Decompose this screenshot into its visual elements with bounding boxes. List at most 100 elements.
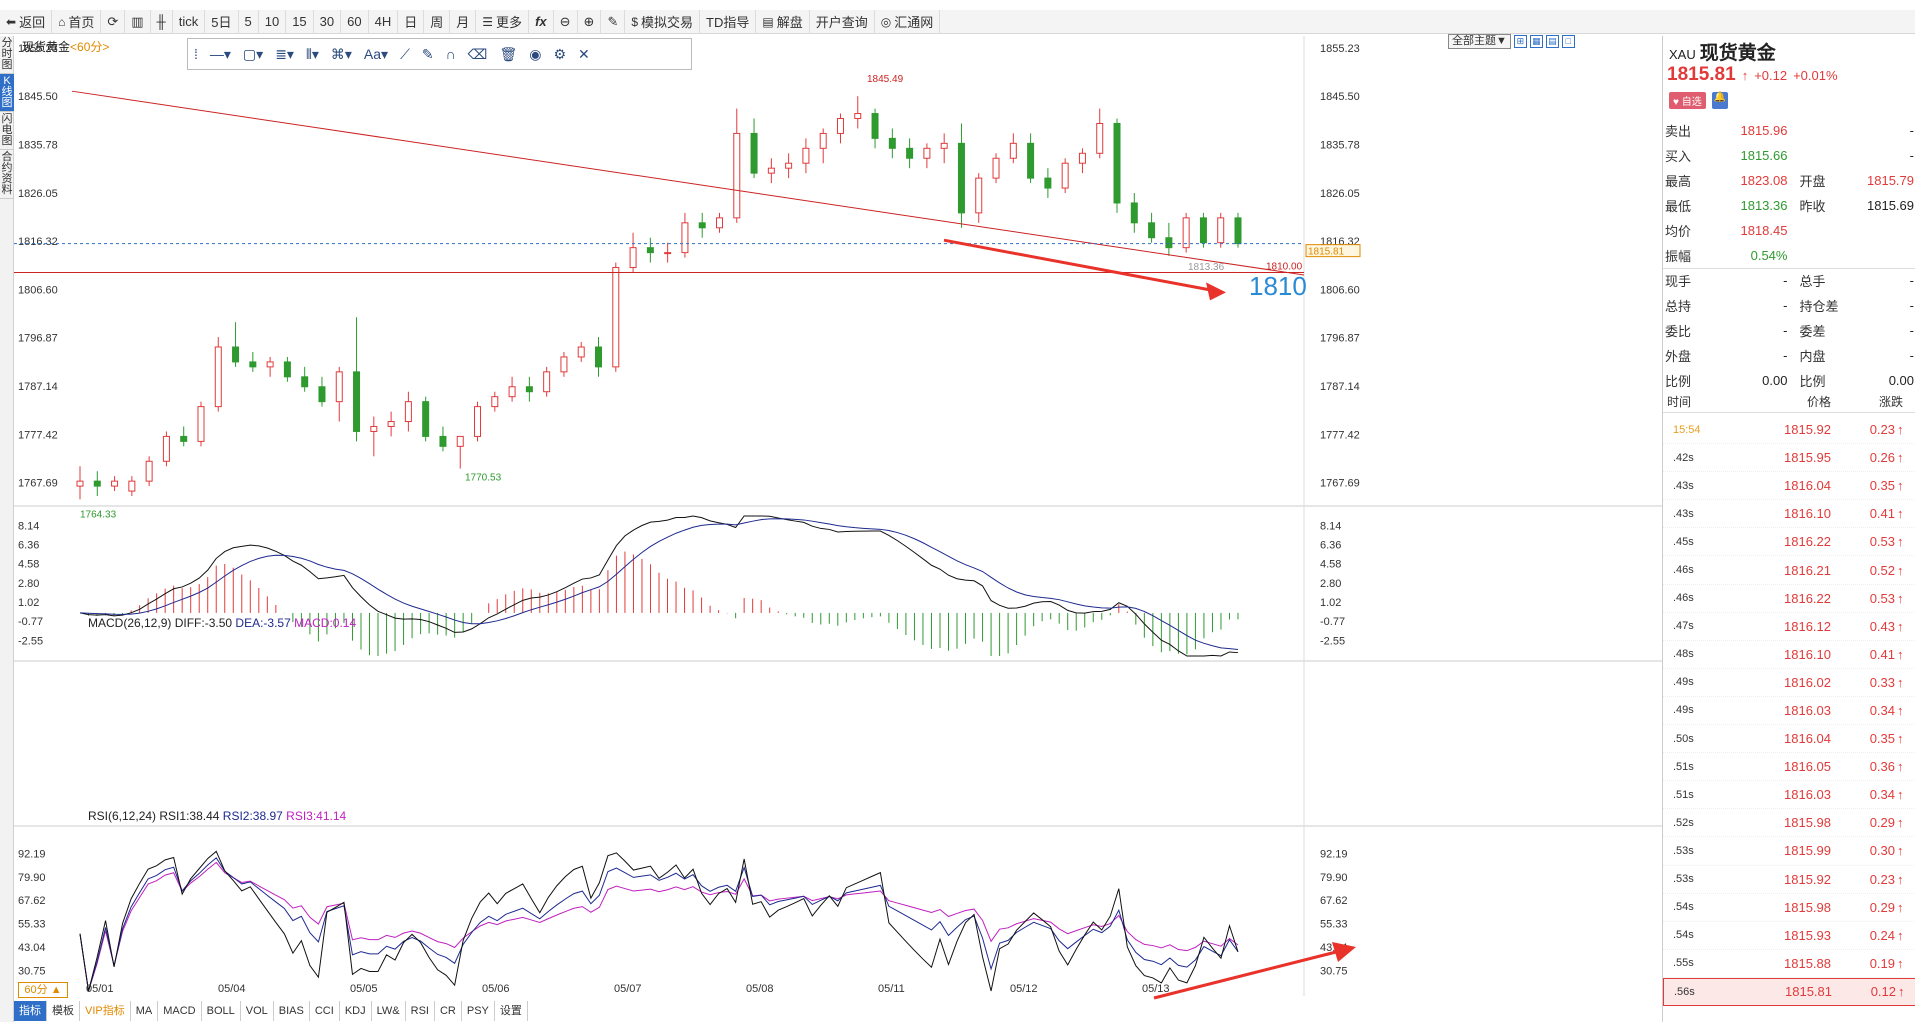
price-axis-label-right: 1777.42 <box>1320 429 1360 441</box>
tab-indicator[interactable]: 指标 <box>14 1001 47 1021</box>
tab-template[interactable]: 模板 <box>47 1001 80 1021</box>
tick-price: 1816.03 <box>1784 702 1831 718</box>
quote-panel: XAU 现货黄金 1815.81 ↑ +0.12 +0.01% ♥ 自选 🔔 卖出… <box>1662 36 1915 1022</box>
period-4h[interactable]: 4H <box>369 9 399 34</box>
eraser-icon[interactable]: ⌫ <box>467 45 488 62</box>
period-10min[interactable]: 10 <box>259 9 287 34</box>
back-button[interactable]: ⬅ 返回 <box>0 9 53 34</box>
chart-area[interactable]: 1855.23 1855.23 1845.50 1845.50 1835.78 1835.… <box>14 36 1662 1000</box>
tab-cr[interactable]: CR <box>435 1001 462 1021</box>
tab-boll[interactable]: BOLL <box>202 1001 241 1021</box>
rect-tool-icon[interactable]: ▢▾ <box>242 45 264 62</box>
rsi-axis-label-left: 30.75 <box>18 966 46 978</box>
home-button[interactable]: ⌂ 首页 <box>52 9 102 34</box>
eye-icon[interactable]: ◉ <box>529 45 542 62</box>
alert-bell-icon[interactable]: 🔔 <box>1711 92 1728 109</box>
tab-rsi[interactable]: RSI <box>406 1001 435 1021</box>
up-arrow-icon: ↑ <box>1897 731 1904 747</box>
settings-gear-icon[interactable]: ⚙ <box>553 45 567 62</box>
text-tool-icon[interactable]: Aa▾ <box>363 45 389 62</box>
drag-handle-icon[interactable]: ⁞ <box>194 46 198 62</box>
tick-price: 1815.98 <box>1784 815 1831 831</box>
tab-ma[interactable]: MA <box>131 1001 159 1021</box>
up-arrow-icon: ↑ <box>1897 478 1904 494</box>
rsi-axis-label-left: 92.19 <box>18 848 46 860</box>
quote-value: - <box>1783 298 1788 313</box>
line-tool-icon[interactable]: —▾ <box>209 45 231 62</box>
period-tick[interactable]: tick <box>173 9 206 34</box>
date-axis-label: 05/11 <box>878 983 905 995</box>
add-favorite-button[interactable]: ♥ 自选 <box>1669 92 1706 109</box>
zoom-out-button[interactable]: ⊖ <box>554 9 578 34</box>
candle-body <box>750 132 758 174</box>
layout-list-icon[interactable]: ▤ <box>1545 35 1559 48</box>
period-5day[interactable]: 5日 <box>205 9 239 34</box>
date-axis-label: 05/01 <box>86 983 114 995</box>
candle-body <box>1199 217 1207 244</box>
tab-vol[interactable]: VOL <box>241 1001 274 1021</box>
quote-row: 委比 - 委差 - <box>1663 318 1915 343</box>
quote-label: 最低 <box>1665 199 1692 214</box>
layout-single-icon[interactable]: □ <box>1561 35 1575 48</box>
period-15min[interactable]: 15 <box>286 9 314 34</box>
trash-icon[interactable]: 🗑 <box>499 45 518 62</box>
period-month[interactable]: 月 <box>450 9 477 34</box>
tab-flash[interactable]: 闪电图 <box>0 112 14 150</box>
tab-macd[interactable]: MACD <box>158 1001 202 1021</box>
quote-value <box>1856 218 1915 243</box>
period-30min[interactable]: 30 <box>314 9 342 34</box>
layout-split-icon[interactable]: ▦ <box>1529 35 1543 48</box>
up-arrow-icon: ↑ <box>1897 815 1904 831</box>
period-week[interactable]: 周 <box>424 9 451 34</box>
draw-button[interactable]: ✎ <box>601 9 626 34</box>
kline-chart[interactable]: 1855.23 1855.23 1845.50 1845.50 1835.78 1835.… <box>14 36 1662 1000</box>
quote-label <box>1789 218 1856 243</box>
ticks-list[interactable]: 15:54 1815.92 0.23 ↑ .42s 1815.95 0.26 ↑ .43s 181… <box>1663 416 1915 1006</box>
brush-icon[interactable]: ✎ <box>421 45 434 62</box>
tab-cci[interactable]: CCI <box>310 1001 340 1021</box>
tab-settings[interactable]: 设置 <box>495 1001 528 1021</box>
price-axis-label-left: 1767.69 <box>18 478 58 490</box>
period-selector[interactable]: 60分 ▲ <box>18 982 68 998</box>
close-icon[interactable]: ✕ <box>578 45 590 62</box>
tab-timeshare[interactable]: 分时图 <box>0 36 14 74</box>
fx678-button[interactable]: ◎ 汇通网 <box>875 9 941 34</box>
zoom-in-button[interactable]: ⊕ <box>578 9 602 34</box>
analysis-button[interactable]: ▤ 解盘 <box>756 9 810 34</box>
tab-bias[interactable]: BIAS <box>274 1001 310 1021</box>
quote-value: 1818.45 <box>1740 223 1788 238</box>
tab-kdj[interactable]: KDJ <box>340 1001 372 1021</box>
sim-trade-button[interactable]: $ 模拟交易 <box>625 9 701 34</box>
quote-label: 昨收 <box>1799 199 1826 214</box>
pattern-tool-icon[interactable]: ⌘▾ <box>330 45 352 62</box>
tick-price: 1815.81 <box>1785 984 1832 1000</box>
ruler-icon[interactable]: ⟋ <box>400 45 410 62</box>
tab-vip-indicator[interactable]: VIP指标 <box>80 1001 131 1021</box>
tick-price: 1816.21 <box>1784 562 1831 578</box>
channel-tool-icon[interactable]: ⫴▾ <box>305 45 319 62</box>
period-60min[interactable]: 60 <box>341 9 369 34</box>
fib-tool-icon[interactable]: ≣▾ <box>275 45 294 62</box>
tick-change: 0.23 <box>1869 422 1895 438</box>
tab-contract-info[interactable]: 合约资料 <box>0 150 14 199</box>
period-day[interactable]: 日 <box>398 9 425 34</box>
td-guide-button[interactable]: TD指导 <box>700 9 757 34</box>
account-query-button[interactable]: 开户查询 <box>810 9 875 34</box>
period-5min[interactable]: 5 <box>239 9 259 34</box>
tab-psy[interactable]: PSY <box>462 1001 495 1021</box>
formula-button[interactable]: fx <box>529 9 554 34</box>
refresh-button[interactable]: ⟳ <box>101 9 126 34</box>
annotation-arrow <box>1153 950 1337 1000</box>
tab-kline[interactable]: K线图 <box>0 74 14 112</box>
price-axis-label-left: 1826.05 <box>18 188 58 200</box>
candle-body <box>404 401 412 423</box>
magnet-icon[interactable]: ∩ <box>445 46 456 62</box>
theme-select-button[interactable]: 全部主题▼ <box>1448 34 1511 49</box>
layout-grid-icon[interactable]: ⊞ <box>1513 35 1527 48</box>
more-button[interactable]: ☰ 更多 <box>476 9 530 34</box>
chart-type-button[interactable]: ▥ <box>125 9 151 34</box>
tick-row: .53s 1815.99 0.30 ↑ <box>1663 837 1915 866</box>
candle-type-button[interactable]: ╫ <box>151 9 173 34</box>
price-axis-label-left: 1806.60 <box>18 284 58 296</box>
tab-lwr[interactable]: LW& <box>372 1001 406 1021</box>
